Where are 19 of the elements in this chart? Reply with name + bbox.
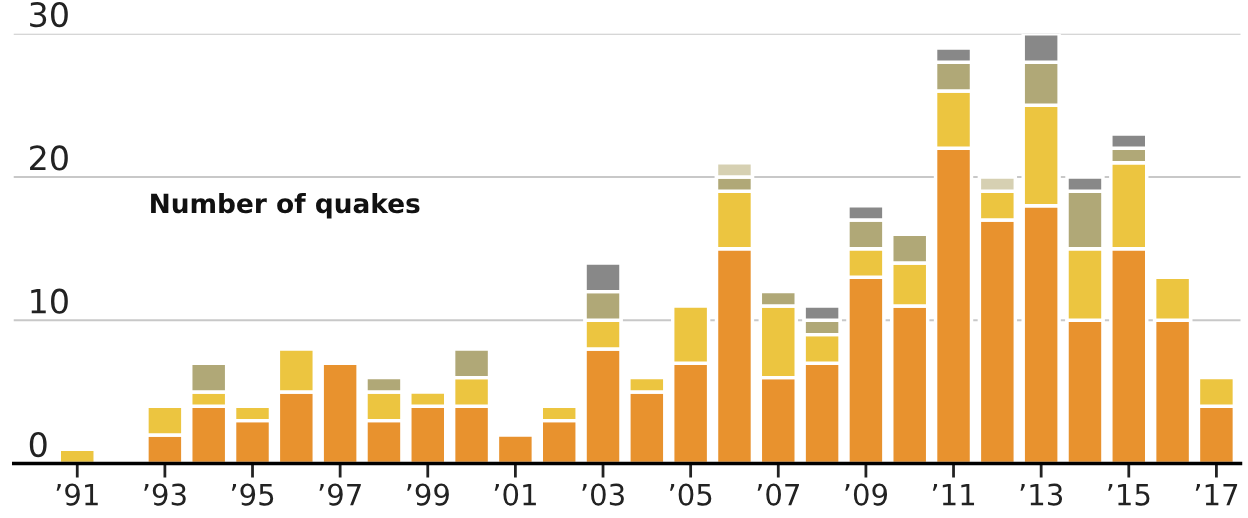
y-tick-label: 0 [29,431,47,458]
x-tick-label: ’15 [1108,483,1150,506]
x-tick-label: ’09 [845,483,888,506]
x-tick-label: ’93 [144,483,186,506]
x-tick-label: ’17 [1195,483,1238,506]
x-tick-label: ’99 [407,483,449,506]
x-tick-label: ’11 [932,483,975,506]
x-tick-label: ’95 [231,483,274,506]
y-tick-label: 20 [30,145,68,171]
x-tick-label: ’01 [494,483,536,506]
x-tick-label: ’91 [56,483,98,506]
x-tick-label: ’97 [319,483,361,506]
x-tick-label: ’07 [757,483,799,506]
x-tick-label: ’05 [669,483,712,506]
y-tick-label: 30 [30,2,68,28]
x-tick-label: ’03 [582,483,624,506]
x-tick-label: ’13 [1020,483,1063,506]
y-tick-label: 10 [31,288,68,314]
annotation: Number of quakes [151,192,420,219]
